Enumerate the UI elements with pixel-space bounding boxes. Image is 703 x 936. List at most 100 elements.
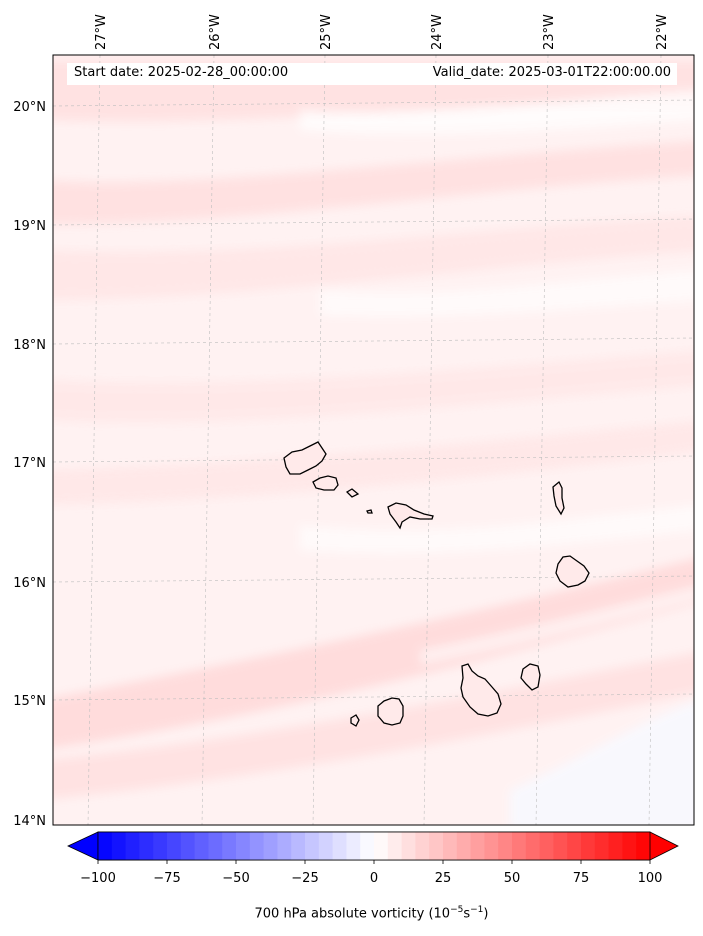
colorbar-tick-label: −75	[153, 871, 180, 886]
colorbar-step	[346, 832, 361, 860]
colorbar-step	[567, 832, 582, 860]
colorbar-step	[374, 832, 389, 860]
island-sao-nicolau	[387, 502, 434, 530]
colorbar-tick-label: 100	[638, 871, 663, 886]
colorbar-step	[249, 832, 265, 860]
valid-date-label: Valid_date: 2025-03-01T22:00:00.00	[432, 65, 671, 80]
island-santiago	[460, 663, 502, 717]
lat-tick-label: 20°N	[13, 100, 46, 115]
longitude-tick-labels: 27°W 26°W 25°W 24°W 23°W 22°W	[94, 14, 670, 50]
lat-gridline	[53, 693, 694, 701]
lon-tick-label: 26°W	[208, 14, 223, 50]
colorbar-steps	[97, 831, 651, 861]
colorbar-label-end: )	[483, 906, 489, 922]
colorbar-tick-labels: −100 −75 −50 −25 0 25 50 75 100	[80, 860, 662, 886]
lat-tick-label: 17°N	[13, 456, 46, 471]
lon-gridline	[535, 55, 549, 825]
lon-gridline	[87, 55, 101, 825]
colorbar-step	[525, 832, 541, 860]
lat-gridline	[53, 337, 694, 345]
header-box	[67, 63, 677, 85]
colorbar-step	[125, 832, 140, 860]
colorbar-step	[415, 832, 430, 860]
islands	[283, 441, 590, 727]
colorbar-step	[111, 832, 127, 860]
lat-tick-label: 19°N	[13, 219, 46, 234]
colorbar-tick-label: 50	[504, 871, 521, 886]
colorbar-step	[332, 832, 347, 860]
colorbar-step	[553, 832, 568, 860]
lat-gridline	[53, 218, 694, 226]
colorbar-step	[636, 832, 651, 860]
lat-tick-label: 16°N	[13, 576, 46, 591]
colorbar-step	[318, 832, 334, 860]
colorbar-step	[539, 832, 554, 860]
colorbar-label-main: 700 hPa absolute vorticity (10	[254, 906, 451, 922]
colorbar-step	[194, 832, 209, 860]
colorbar-step	[429, 832, 444, 860]
island-santo-antao	[283, 441, 327, 475]
colorbar-tick-label: −100	[80, 871, 116, 886]
island-santa-luzia	[345, 488, 360, 498]
colorbar-step	[594, 832, 610, 860]
colorbar-step	[291, 832, 306, 860]
colorbar-step	[360, 832, 375, 860]
colorbar-label-exp2: −1	[470, 905, 484, 915]
colorbar-step	[167, 832, 182, 860]
colorbar-step	[222, 832, 237, 860]
colorbar-tick-label: −25	[291, 871, 318, 886]
map-frame	[52, 54, 695, 826]
lon-tick-label: 23°W	[542, 14, 557, 50]
colorbar-step	[401, 832, 416, 860]
lon-tick-label: 25°W	[319, 14, 334, 50]
colorbar: −100 −75 −50 −25 0 25 50 75 100	[67, 831, 679, 886]
island-sal	[552, 480, 565, 516]
island-brava	[350, 714, 360, 727]
colorbar-step	[456, 832, 472, 860]
island-maio	[520, 663, 541, 691]
lon-tick-label: 22°W	[655, 14, 670, 50]
lon-gridline	[423, 55, 437, 825]
colorbar-step	[139, 832, 154, 860]
colorbar-step	[153, 832, 168, 860]
lat-tick-label: 18°N	[13, 338, 46, 353]
colorbar-step	[208, 832, 223, 860]
colorbar-step	[622, 832, 637, 860]
colorbar-label: 700 hPa absolute vorticity (10−5s−1)	[0, 905, 703, 921]
colorbar-step	[608, 832, 623, 860]
colorbar-step	[180, 832, 196, 860]
lat-tick-label: 14°N	[13, 814, 46, 829]
lon-gridline	[201, 55, 215, 825]
island-sao-vicente	[312, 475, 339, 491]
island-boa-vista	[555, 555, 590, 588]
colorbar-step	[263, 832, 278, 860]
vorticity-field	[53, 55, 694, 825]
colorbar-label-mid: s	[463, 906, 471, 922]
colorbar-tick-label: 75	[573, 871, 590, 886]
island-fogo	[377, 697, 404, 726]
latitude-tick-labels: 20°N 19°N 18°N 17°N 16°N 15°N 14°N	[13, 100, 46, 829]
colorbar-step	[98, 832, 113, 860]
colorbar-tick-label: −50	[222, 871, 249, 886]
colorbar-tick-label: 25	[435, 871, 452, 886]
colorbar-extend-min	[67, 831, 99, 861]
colorbar-step	[305, 832, 320, 860]
colorbar-step	[498, 832, 513, 860]
colorbar-extend-max	[649, 831, 679, 861]
colorbar-step	[443, 832, 458, 860]
colorbar-step	[581, 832, 596, 860]
lat-gridline	[53, 455, 694, 463]
lat-gridline	[53, 99, 694, 107]
lat-tick-label: 15°N	[13, 694, 46, 709]
island-raso	[366, 509, 373, 514]
colorbar-step	[277, 832, 292, 860]
colorbar-step	[470, 832, 485, 860]
colorbar-step	[484, 832, 499, 860]
start-date-label: Start date: 2025-02-28_00:00:00	[74, 65, 289, 80]
lon-tick-label: 27°W	[94, 14, 109, 50]
colorbar-label-exp1: −5	[450, 905, 464, 915]
lon-gridline	[648, 55, 662, 825]
colorbar-step	[387, 832, 403, 860]
colorbar-step	[512, 832, 527, 860]
